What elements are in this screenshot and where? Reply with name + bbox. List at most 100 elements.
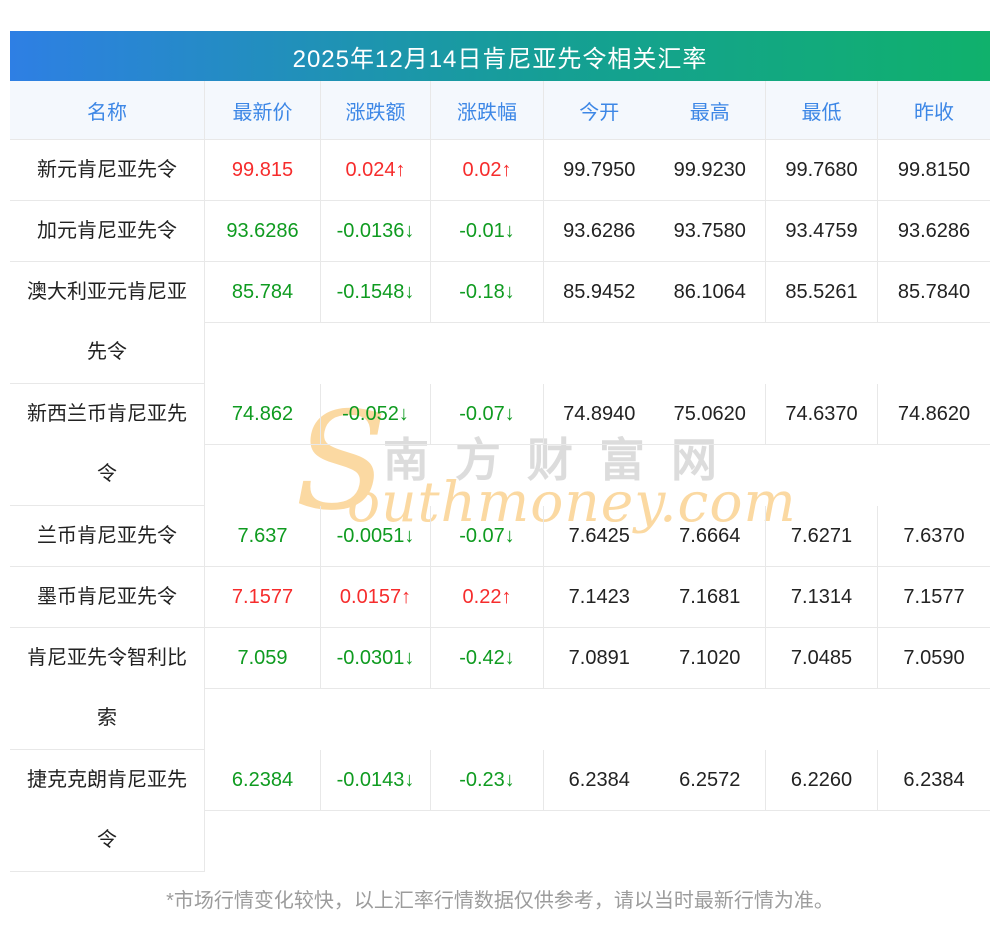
cell-change-amount: -0.1548↓: [320, 262, 430, 322]
cell-open-high: 7.6425 7.6664: [543, 506, 765, 566]
cell-latest-price: 99.815: [231, 158, 294, 181]
cell-currency-pair-name: 新西兰币肯尼亚先令: [10, 384, 205, 506]
cell-open-high: 7.0891 7.1020: [543, 628, 765, 688]
table-row: 加元肯尼亚先令 93.6286 -0.0136↓ -0.01↓ 93.6286 …: [10, 201, 990, 262]
cell-currency-pair-name: 澳大利亚元肯尼亚先令: [10, 262, 205, 384]
cell-change-percent: -0.07↓: [430, 506, 543, 566]
cell-change-amount: -0.0136↓: [320, 201, 430, 261]
cell-change-percent: -0.23↓: [430, 750, 543, 810]
column-header-open-high: 今开 最高: [543, 81, 765, 139]
row-data-strip: 7.1577 0.0157↑ 0.22↑ 7.1423 7.1681 7.131…: [205, 567, 990, 628]
cell-change-amount: -0.0301↓: [320, 628, 430, 688]
column-header-prev-close: 昨收: [877, 81, 990, 139]
cell-change-amount: -0.0051↓: [320, 506, 430, 566]
row-data-strip: 7.059 -0.0301↓ -0.42↓ 7.0891 7.1020 7.04…: [205, 628, 990, 689]
disclaimer-text: *市场行情变化较快，以上汇率行情数据仅供参考，请以当时最新行情为准。: [166, 890, 834, 912]
cell-prev-close: 99.8150: [877, 140, 990, 200]
column-header-change-percent: 涨跌幅: [430, 81, 543, 139]
cell-high: 99.9230: [673, 158, 746, 181]
table-body: 新元肯尼亚先令 99.815 0.024↑ 0.02↑ 99.7950 99.9…: [10, 140, 990, 872]
cell-prev-close: 7.0590: [877, 628, 990, 688]
cell-high: 7.1020: [679, 646, 741, 669]
cell-change-percent: -0.01↓: [430, 201, 543, 261]
table-row: 肯尼亚先令智利比索 7.059 -0.0301↓ -0.42↓ 7.0891 7…: [10, 628, 990, 750]
cell-latest-price: 7.1577: [231, 585, 294, 608]
cell-latest-price: 74.862: [231, 402, 294, 425]
row-data-strip: 85.784 -0.1548↓ -0.18↓ 85.9452 86.1064 8…: [205, 262, 990, 323]
cell-change-percent: -0.42↓: [430, 628, 543, 688]
cell-change-percent: -0.07↓: [430, 384, 543, 444]
table-row: 新西兰币肯尼亚先令 74.862 -0.052↓ -0.07↓ 74.8940 …: [10, 384, 990, 506]
cell-high: 7.6664: [679, 524, 741, 547]
cell-change-amount: 0.0157↑: [320, 567, 430, 627]
cell-open-high: 85.9452 86.1064: [543, 262, 765, 322]
cell-change-amount: 0.024↑: [320, 140, 430, 200]
cell-low: 99.7680: [765, 140, 877, 200]
column-header-name: 名称: [10, 81, 205, 139]
cell-prev-close: 93.6286: [877, 201, 990, 261]
cell-high: 93.7580: [673, 219, 746, 242]
row-data-strip: 93.6286 -0.0136↓ -0.01↓ 93.6286 93.7580 …: [205, 201, 990, 262]
cell-change-amount: -0.052↓: [320, 384, 430, 444]
exchange-rate-table: 名称 最新价 涨跌额 涨跌幅 今开 最高 最低 昨收 新元肯尼亚先令 99.81…: [10, 81, 990, 872]
cell-latest-price: 7.059: [237, 646, 288, 669]
cell-latest-price: 93.6286: [226, 219, 299, 242]
row-data-strip: 99.815 0.024↑ 0.02↑ 99.7950 99.9230 99.7…: [205, 140, 990, 201]
row-data-strip: 7.637 -0.0051↓ -0.07↓ 7.6425 7.6664 7.62…: [205, 506, 990, 567]
cell-open-high: 74.8940 75.0620: [543, 384, 765, 444]
row-data-strip: 74.862 -0.052↓ -0.07↓ 74.8940 75.0620 74…: [205, 384, 990, 445]
cell-open: 7.6425: [568, 524, 630, 547]
cell-change-amount: -0.0143↓: [320, 750, 430, 810]
cell-open-high: 93.6286 93.7580: [543, 201, 765, 261]
cell-currency-pair-name: 加元肯尼亚先令: [10, 201, 205, 262]
cell-open: 85.9452: [563, 280, 636, 303]
cell-change-percent: 0.02↑: [430, 140, 543, 200]
cell-open-high: 6.2384 6.2572: [543, 750, 765, 810]
cell-high: 75.0620: [673, 402, 746, 425]
cell-low: 7.6271: [765, 506, 877, 566]
column-header-high: 最高: [689, 101, 730, 124]
cell-prev-close: 6.2384: [877, 750, 990, 810]
page-title: 2025年12月14日肯尼亚先令相关汇率: [292, 45, 708, 73]
table-row: 墨币肯尼亚先令 7.1577 0.0157↑ 0.22↑ 7.1423 7.16…: [10, 567, 990, 628]
cell-latest-price: 7.637: [237, 524, 288, 547]
cell-open: 6.2384: [568, 768, 630, 791]
row-data-strip: 6.2384 -0.0143↓ -0.23↓ 6.2384 6.2572 6.2…: [205, 750, 990, 811]
cell-high: 86.1064: [673, 280, 746, 303]
cell-open-high: 7.1423 7.1681: [543, 567, 765, 627]
cell-currency-pair-name: 墨币肯尼亚先令: [10, 567, 205, 628]
column-header-change-amount: 涨跌额: [320, 81, 430, 139]
cell-open: 7.1423: [568, 585, 630, 608]
cell-high: 7.1681: [679, 585, 741, 608]
cell-prev-close: 85.7840: [877, 262, 990, 322]
cell-high: 6.2572: [679, 768, 741, 791]
title-bar: 2025年12月14日肯尼亚先令相关汇率: [10, 31, 990, 81]
column-header-open: 今开: [579, 101, 620, 124]
cell-currency-pair-name: 肯尼亚先令智利比索: [10, 628, 205, 750]
cell-open: 93.6286: [563, 219, 636, 242]
cell-open: 74.8940: [563, 402, 636, 425]
cell-currency-pair-name: 兰币肯尼亚先令: [10, 506, 205, 567]
cell-currency-pair-name: 捷克克朗肯尼亚先令: [10, 750, 205, 872]
cell-open: 7.0891: [568, 646, 630, 669]
cell-low: 7.1314: [765, 567, 877, 627]
cell-latest-price: 6.2384: [231, 768, 294, 791]
table-header-row: 名称 最新价 涨跌额 涨跌幅 今开 最高 最低 昨收: [10, 81, 990, 140]
cell-prev-close: 7.6370: [877, 506, 990, 566]
column-header-latest-price: 最新价: [232, 101, 293, 124]
table-row: 捷克克朗肯尼亚先令 6.2384 -0.0143↓ -0.23↓ 6.2384 …: [10, 750, 990, 872]
cell-prev-close: 7.1577: [877, 567, 990, 627]
table-row: 澳大利亚元肯尼亚先令 85.784 -0.1548↓ -0.18↓ 85.945…: [10, 262, 990, 384]
cell-low: 6.2260: [765, 750, 877, 810]
table-row: 新元肯尼亚先令 99.815 0.024↑ 0.02↑ 99.7950 99.9…: [10, 140, 990, 201]
cell-currency-pair-name: 新元肯尼亚先令: [10, 140, 205, 201]
cell-low: 74.6370: [765, 384, 877, 444]
cell-open-high: 99.7950 99.9230: [543, 140, 765, 200]
cell-low: 93.4759: [765, 201, 877, 261]
cell-open: 99.7950: [563, 158, 636, 181]
cell-low: 85.5261: [765, 262, 877, 322]
column-header-low: 最低: [765, 81, 877, 139]
table-row: 兰币肯尼亚先令 7.637 -0.0051↓ -0.07↓ 7.6425 7.6…: [10, 506, 990, 567]
cell-change-percent: 0.22↑: [430, 567, 543, 627]
